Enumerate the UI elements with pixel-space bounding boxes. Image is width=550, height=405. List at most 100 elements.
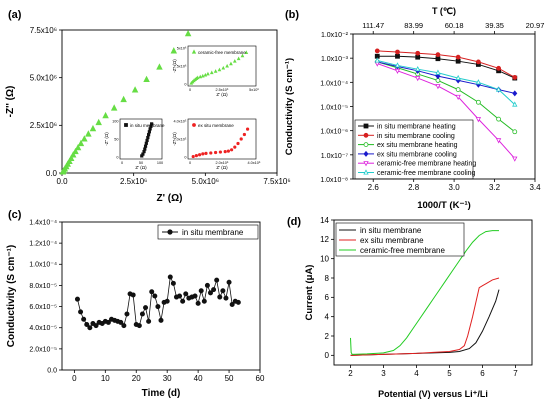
inset-y-tick-label: 4.0x10⁵ <box>174 119 187 123</box>
legend-marker <box>363 123 369 129</box>
data-point <box>415 50 421 56</box>
inset-y-tick-label: 0 <box>184 155 186 159</box>
series-line <box>77 275 239 329</box>
x-tick-label: 6 <box>480 369 485 378</box>
inset-data-point <box>213 69 218 73</box>
inset-data-point <box>218 150 222 154</box>
data-point <box>435 73 441 80</box>
legend-marker <box>363 150 369 157</box>
top-tick-label: 20.97 <box>526 21 545 30</box>
data-point <box>475 99 481 105</box>
inset-frame <box>187 118 257 160</box>
inset-legend-label: ceramic-free membrane <box>198 50 246 55</box>
data-point <box>192 293 198 299</box>
data-point <box>170 280 176 286</box>
data-point <box>74 296 80 302</box>
series-line <box>377 61 516 133</box>
panel-d: (d) 2 3 4 5 6 7 0 2 4 6 8 10 12 14 Potential (V) versu… <box>287 216 533 399</box>
data-point <box>67 154 75 161</box>
y-tick-label: 8 <box>325 274 330 283</box>
data-point <box>512 101 518 107</box>
data-point <box>131 86 139 93</box>
top-tick-label: 83.99 <box>404 21 423 30</box>
data-point <box>85 130 92 137</box>
inset-y-tick-label: 0 <box>184 82 186 86</box>
inset-y-tick-label: 2.5x10⁶ <box>174 64 187 68</box>
inset-legend-marker <box>192 123 196 127</box>
data-point <box>102 111 109 119</box>
data-point <box>81 135 88 142</box>
data-point <box>475 59 481 65</box>
legend-frame <box>354 119 474 180</box>
y-tick-label: 1.4x10⁻⁴ <box>29 219 57 226</box>
top-tick-label: 60.18 <box>445 21 464 30</box>
legend-label: ex situ membrane heating <box>377 142 458 149</box>
legend-label: ex situ membrane <box>360 236 424 245</box>
legend-marker <box>363 132 369 138</box>
panel-c-label: (c) <box>8 209 22 221</box>
inset-data-point <box>242 132 246 137</box>
y-axis-label: Conductivity (S cm⁻¹) <box>6 245 17 348</box>
top-axis-label: T (℃) <box>432 6 456 16</box>
y-tick-label: 1.0x10⁻⁴ <box>29 262 57 269</box>
x-tick-label: 30 <box>163 374 172 383</box>
inset-x-axis-label: Z' (Ω) <box>216 92 228 97</box>
inset-data-point <box>195 75 200 80</box>
x-tick-label: 20 <box>132 374 141 383</box>
x-tick-label: 60 <box>256 374 265 383</box>
y-tick-label: 1.2x10⁻⁴ <box>29 241 57 248</box>
data-point <box>74 143 82 151</box>
x-tick-label: 10 <box>101 374 110 383</box>
data-point <box>512 129 518 135</box>
panel-b-label: (b) <box>285 9 299 21</box>
inset-data-point <box>221 65 226 70</box>
data-point <box>204 282 210 288</box>
inset-data-point <box>244 50 249 55</box>
inset-data-point <box>145 138 149 143</box>
inset-legend-marker <box>191 49 197 54</box>
inset-data-point <box>191 154 195 159</box>
data-point <box>512 90 518 97</box>
x-tick-label: 3.0 <box>449 183 461 192</box>
inset-x-tick-label: 50 <box>139 161 143 165</box>
y-tick-label: 2.0x10⁻⁵ <box>29 346 57 353</box>
inset-frame <box>187 45 257 87</box>
inset-x-tick-label: 5x10⁶ <box>249 88 259 92</box>
inset-data-point <box>201 152 205 156</box>
data-point <box>496 116 502 122</box>
inset-data-point <box>143 147 147 151</box>
data-point <box>105 319 111 325</box>
legend-label: ceramic-free membrane heating <box>377 161 476 168</box>
data-point <box>156 63 163 70</box>
data-point <box>110 104 118 111</box>
inset-x-axis-label: Z' (Ω) <box>216 165 228 170</box>
data-point <box>124 311 130 317</box>
data-point <box>89 124 97 132</box>
data-point <box>87 325 93 331</box>
top-tick-label: 39.35 <box>485 21 504 30</box>
inset-data-point <box>217 67 222 72</box>
legend: in situ membrane heating in situ membrane… <box>354 119 476 180</box>
series-line <box>377 50 516 78</box>
inset-data-point <box>225 63 229 68</box>
legend-marker <box>363 169 369 175</box>
x-tick-label: 2.6 <box>368 183 380 192</box>
inset-legend-label: in situ membrane <box>130 123 165 128</box>
inset-y-axis-label: -Z'' (Ω) <box>172 132 177 146</box>
legend-label: in situ membrane heating <box>377 124 456 131</box>
y-tick-label: 14 <box>320 216 329 225</box>
panel-c-frame <box>61 221 261 371</box>
panel-c: (c) 0 10 20 30 40 50 60 0.0 2.0x10⁻⁵ 4.0x10⁻⁵ 6.0x… <box>6 209 265 399</box>
data-point <box>415 66 421 72</box>
inset-data-point <box>204 151 208 155</box>
y-axis-label: Current (μA) <box>304 265 315 321</box>
inset-data-point <box>146 135 150 140</box>
series-line <box>377 55 515 79</box>
inset-ceramic-free-membrane: ceramic-free membrane 0 2.5x10⁶ 5x10⁶ 0 2.5x1… <box>172 45 259 97</box>
data-point <box>93 323 99 329</box>
data-point <box>220 288 226 294</box>
data-point <box>415 54 421 60</box>
y-tick-label: 2.5x10⁶ <box>30 121 57 130</box>
x-axis-label: Z' (Ω) <box>157 193 183 204</box>
